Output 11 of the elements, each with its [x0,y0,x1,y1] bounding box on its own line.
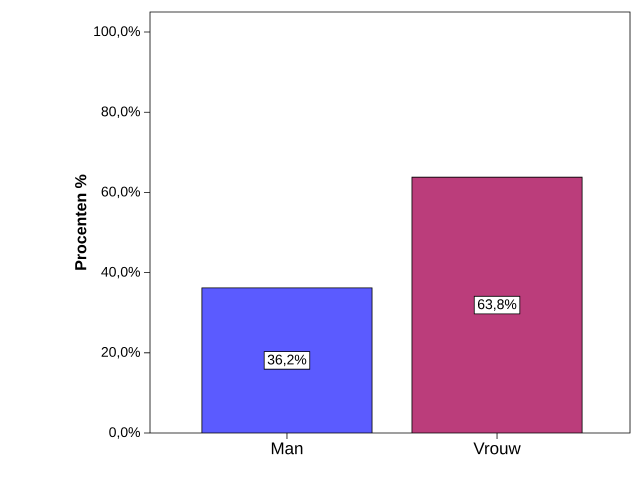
data-label: 36,2% [268,354,306,366]
y-tick-label: 100,0% [94,26,140,38]
y-tick-label: 60,0% [102,186,140,198]
data-label: 63,8% [478,299,516,311]
y-tick-label: 80,0% [102,106,140,118]
y-tick-label: 40,0% [101,266,140,278]
x-tick-label: Man [272,442,302,454]
y-axis-title: Procenten % [75,174,86,270]
y-tick-label: 0,0% [109,427,140,439]
x-tick-label: Vrouw [473,442,521,454]
y-tick-label: 20,0% [102,347,140,359]
